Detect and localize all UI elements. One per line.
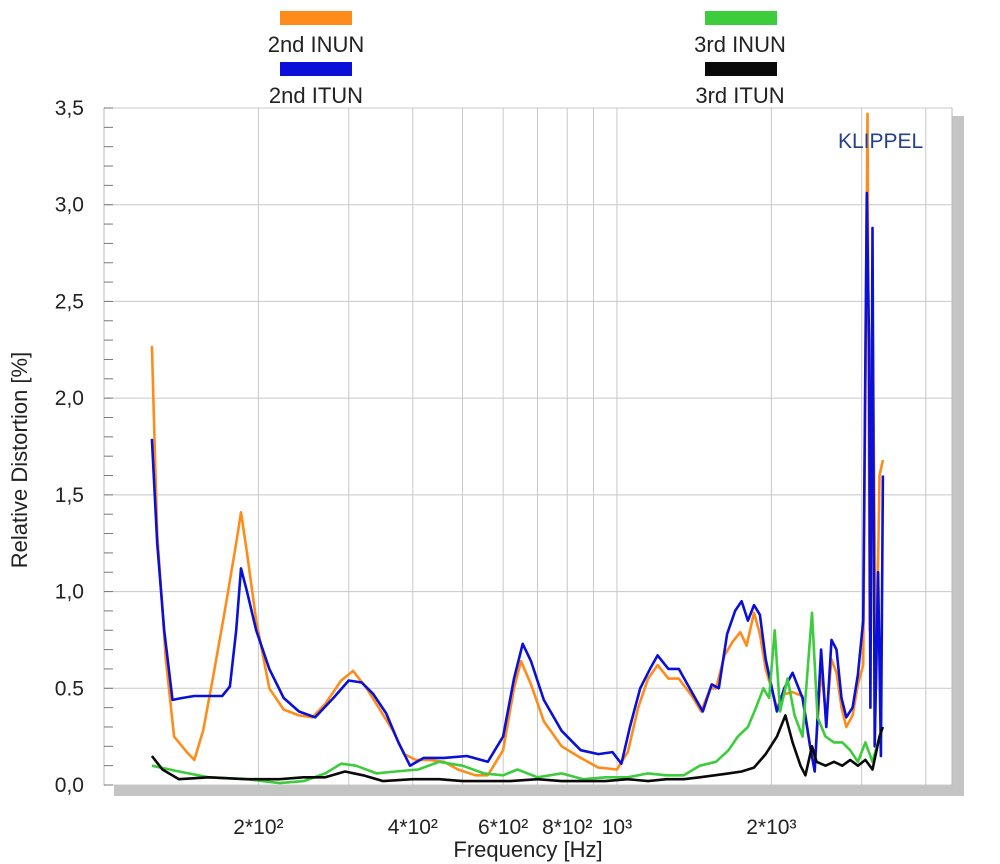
- legend-label-2nd-inun: 2nd INUN: [267, 32, 365, 57]
- legend-swatch-3rd-itun: [705, 62, 777, 76]
- y-tick-labels: 0,0 0.5 1,0 1,5 2,0 2,5 3,0 3,5: [55, 97, 84, 797]
- y-tick-label: 2,0: [55, 387, 84, 410]
- y-tick-label: 3,0: [55, 194, 84, 217]
- series-line-3rd-inun: [151, 611, 881, 785]
- legend-swatch-2nd-inun: [280, 11, 352, 25]
- legend-swatch-2nd-itun: [280, 62, 352, 76]
- legend-label-3rd-inun: 3rd INUN: [694, 32, 786, 57]
- x-tick-label: 6*10²: [478, 816, 528, 839]
- x-tick-label: 10³: [602, 816, 632, 839]
- plot-area: [103, 107, 953, 786]
- y-tick-label: 0,0: [55, 774, 84, 797]
- y-tick-label: 1,5: [55, 484, 84, 507]
- y-tick-label: 1,0: [55, 581, 84, 604]
- x-tick-label: 4*10²: [388, 816, 438, 839]
- y-minor-ticks: [104, 107, 113, 786]
- y-tick-label: 0.5: [55, 677, 84, 700]
- x-tick-labels: 2*10² 4*10² 6*10² 8*10² 10³ 2*10³: [233, 816, 796, 839]
- legend-label-3rd-itun: 3rd ITUN: [695, 83, 785, 108]
- x-tick-label: 8*10²: [542, 816, 592, 839]
- y-tick-label: 2,5: [55, 290, 84, 313]
- series-line-2nd-itun: [150, 191, 885, 773]
- y-axis-title: Relative Distortion [%]: [7, 352, 32, 568]
- brand-label: KLIPPEL: [838, 130, 923, 153]
- series-line-3rd-itun: [150, 714, 885, 783]
- y-tick-label: 3,5: [55, 97, 84, 120]
- legend-swatch-3rd-inun: [705, 11, 777, 25]
- series-lines: [150, 112, 885, 785]
- x-tick-label: 2*10³: [746, 816, 796, 839]
- x-axis-title: Frequency [Hz]: [453, 837, 602, 862]
- legend-label-2nd-itun: 2nd ITUN: [268, 83, 364, 108]
- x-tick-label: 2*10²: [233, 816, 283, 839]
- grid-lines: [104, 107, 952, 786]
